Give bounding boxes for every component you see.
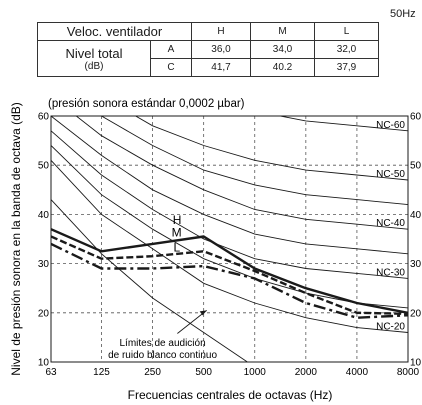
nc-curve-label: NC-20 — [376, 321, 405, 332]
series-lines — [51, 228, 408, 319]
total-level-label: Nivel total — [65, 45, 123, 61]
curve-labels: NC-60 NC-50 NC-40 NC-30 NC-20 HML Límites de a… — [108, 120, 405, 361]
nc-curve — [277, 116, 408, 132]
x-tick-label: 1000 — [244, 367, 267, 378]
series-line-l — [51, 242, 408, 319]
x-tick-label: 125 — [93, 367, 110, 378]
series-line-m — [51, 235, 408, 315]
threshold-label: de ruido blanco continuo — [108, 350, 217, 361]
nc-curve-label: NC-50 — [376, 169, 405, 180]
nc-curve — [51, 159, 408, 333]
series-line-h — [51, 228, 408, 314]
y-tick-label-right: 50 — [410, 161, 422, 172]
y-tick-label-left: 50 — [38, 161, 50, 172]
nc-curve-label: NC-40 — [376, 218, 405, 229]
y-tick-label-right: 40 — [410, 210, 422, 221]
y-tick-label-left: 10 — [38, 358, 50, 369]
y-tick-label-right: 20 — [410, 308, 422, 319]
threshold-arrowhead — [199, 310, 207, 316]
table-row: C 41,7 40.2 37,9 — [38, 58, 379, 77]
nc-curve-label: NC-60 — [376, 120, 405, 131]
threshold-label: Límites de audición — [119, 338, 205, 349]
y-tick-label-left: 20 — [38, 308, 50, 319]
nc-curve-unlabeled — [51, 145, 408, 309]
y-tick-label-right: 30 — [410, 259, 422, 270]
total-level-unit: (dB) — [84, 60, 104, 72]
y-tick-label-left: 40 — [38, 210, 50, 221]
series-label-l: L — [173, 240, 180, 254]
y-tick-label-right: 10 — [410, 358, 422, 369]
threshold-leader — [177, 309, 207, 334]
total-level-cell: Nivel total (dB) — [37, 40, 151, 77]
threshold-curve — [51, 199, 249, 362]
x-tick-label: 2000 — [295, 367, 318, 378]
x-tick-label: 500 — [195, 367, 212, 378]
x-axis-label: Frecuencias centrales de octavas (Hz) — [128, 388, 333, 402]
y-tick-label-left: 30 — [38, 259, 50, 270]
x-tick-label: 63 — [45, 367, 57, 378]
x-tick-label: 250 — [144, 367, 161, 378]
nc-curve — [134, 116, 408, 181]
nc-curve — [51, 130, 408, 279]
x-tick-label: 4000 — [346, 367, 369, 378]
series-label-h: H — [173, 213, 182, 227]
chart-subtitle: (presión sonora estándar 0,0002 µbar) — [48, 98, 245, 110]
x-tick-label: 8000 — [397, 367, 420, 378]
frequency-note: 50Hz — [390, 8, 416, 20]
y-tick-label-right: 60 — [410, 112, 422, 123]
value-c-l: 37,9 — [314, 58, 379, 77]
table-row: Nivel total (dB) A 36,0 34,0 32,0 — [37, 40, 379, 77]
nc-curves — [51, 116, 408, 362]
plot-frame — [50, 115, 409, 363]
y-tick-label-left: 60 — [38, 112, 50, 123]
nc-curve — [75, 116, 408, 230]
y-axis-label: Nivel de presión sonora en la banda de o… — [9, 102, 23, 376]
noise-spec-table: Veloc. ventilador H M L Nivel total (dB)… — [37, 22, 379, 77]
nc-curve-unlabeled — [51, 116, 408, 255]
nc-curve-label: NC-30 — [376, 267, 405, 278]
nc-curve-unlabeled — [100, 116, 408, 206]
series-label-m: M — [172, 226, 182, 240]
